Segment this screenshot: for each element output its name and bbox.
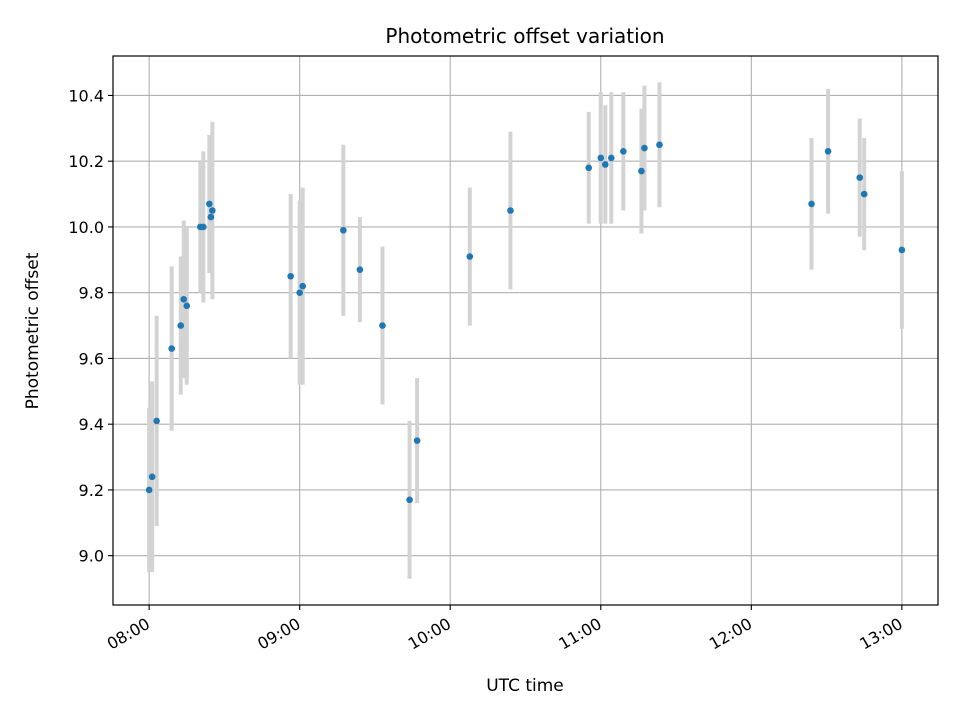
data-point bbox=[824, 148, 832, 155]
data-points bbox=[145, 141, 906, 504]
data-point bbox=[601, 161, 609, 168]
data-point bbox=[356, 266, 364, 273]
data-point bbox=[177, 322, 185, 329]
y-tick-label: 9.8 bbox=[79, 284, 104, 303]
data-point bbox=[153, 417, 160, 425]
data-point bbox=[507, 207, 514, 214]
gridlines bbox=[113, 56, 938, 605]
data-point bbox=[206, 200, 213, 208]
y-tick-label: 10.4 bbox=[68, 86, 104, 105]
data-point bbox=[608, 154, 615, 162]
data-point bbox=[299, 282, 306, 290]
data-point bbox=[860, 190, 868, 198]
chart-title: Photometric offset variation bbox=[385, 24, 664, 48]
data-point bbox=[597, 154, 605, 162]
data-point bbox=[200, 223, 207, 231]
plot-frame bbox=[112, 55, 939, 606]
data-point bbox=[145, 486, 153, 494]
data-point bbox=[641, 144, 648, 152]
x-axis-title: UTC time bbox=[486, 676, 564, 696]
y-tick-label: 9.0 bbox=[79, 547, 104, 566]
data-point bbox=[340, 226, 347, 234]
y-tick-label: 10.0 bbox=[68, 218, 104, 237]
data-point bbox=[207, 213, 215, 221]
y-tick-label: 9.2 bbox=[79, 481, 104, 500]
data-point bbox=[209, 207, 216, 214]
data-point bbox=[168, 345, 176, 352]
y-axis-title: Photometric offset bbox=[23, 252, 43, 409]
data-point bbox=[287, 272, 294, 280]
data-point bbox=[148, 473, 156, 481]
data-point bbox=[413, 437, 421, 444]
y-axis-ticks: 9.0 9.2 9.4 9.6 9.8 10.0 10.2 10.4 bbox=[68, 86, 113, 566]
data-point bbox=[466, 253, 474, 260]
data-point bbox=[856, 174, 864, 181]
data-point bbox=[379, 322, 386, 329]
data-point bbox=[296, 289, 303, 296]
y-tick-label: 9.6 bbox=[79, 349, 104, 368]
data-point bbox=[808, 200, 815, 208]
data-point bbox=[585, 164, 593, 172]
data-point bbox=[180, 295, 188, 303]
data-point bbox=[638, 167, 645, 175]
data-point bbox=[406, 496, 413, 504]
y-tick-label: 10.2 bbox=[68, 152, 104, 171]
data-point bbox=[620, 148, 627, 155]
y-tick-label: 9.4 bbox=[79, 415, 104, 434]
data-point bbox=[183, 302, 191, 310]
data-point bbox=[898, 246, 906, 254]
data-point bbox=[656, 141, 663, 149]
